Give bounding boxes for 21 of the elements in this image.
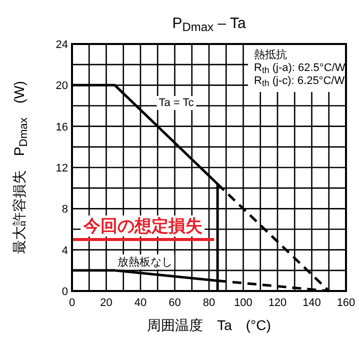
x-tick-label: 40 — [134, 297, 147, 309]
x-tick-label: 120 — [268, 297, 287, 309]
chart-title: P$_{Dmax}$ – Ta — [172, 15, 246, 34]
y-tick-label: 12 — [56, 162, 68, 174]
x-tick-label: 160 — [336, 297, 356, 309]
y-tick-label: 16 — [56, 121, 68, 134]
x-tick-label: 20 — [100, 297, 112, 309]
y-tick-label: 0 — [62, 286, 68, 298]
x-tick-label: 140 — [302, 297, 321, 309]
x-axis-title: 周囲温度 Ta (°C) — [147, 317, 271, 333]
series-label: Ta = Tc — [158, 96, 194, 109]
annotation: 熱抵抗 R$_{th}$ (j-a): 62.5°C/W R$_{th}$ (j-c): 6.25°C/W — [254, 48, 346, 88]
x-tick-label: 100 — [234, 297, 252, 309]
y-tick-label: 24 — [56, 39, 68, 51]
series-label: 放熱板なし — [117, 255, 172, 268]
y-tick-label: 8 — [62, 204, 68, 216]
x-tick-label: 60 — [168, 297, 181, 309]
y-tick-label: 4 — [62, 244, 68, 257]
x-tick-label: 80 — [202, 297, 216, 309]
series-label: 今回の想定損失 — [82, 216, 203, 236]
y-tick-label: 20 — [56, 80, 68, 92]
